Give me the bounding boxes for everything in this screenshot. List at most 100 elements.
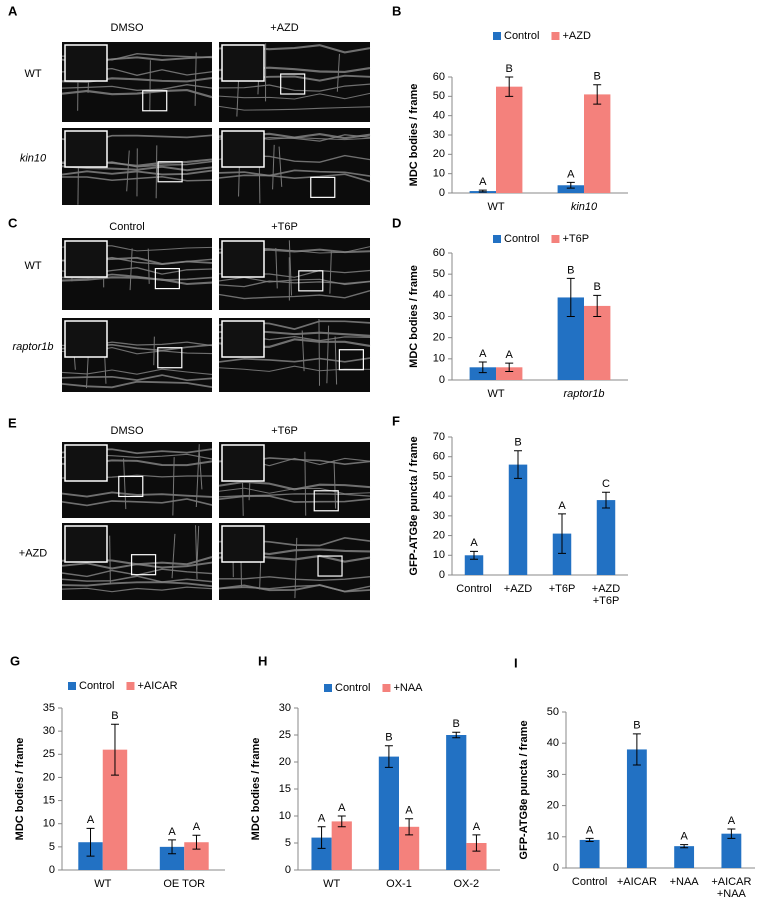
y-tick-label: 20 [433,332,445,344]
cell-wall [218,290,371,300]
cell-wall [147,248,150,284]
y-tick-label: 20 [279,756,291,768]
significance-letter: A [470,537,478,549]
significance-letter: A [680,831,688,843]
legend-label: +T6P [562,233,589,245]
micrograph [218,128,371,205]
significance-letter: B [506,63,513,75]
x-tick-label: kin10 [571,201,598,213]
x-tick-label: +AICAR [617,876,657,888]
panel-letter: E [8,415,17,430]
micrograph [61,42,213,122]
y-tick-label: 20 [433,148,445,160]
cell-wall [218,480,371,491]
micrograph [61,238,213,310]
error-bar [337,815,346,828]
significance-letter: A [405,805,413,817]
y-axis-title: MDC bodies / frame [250,738,262,841]
x-tick-label: Control [572,876,607,888]
panel-letter: D [392,215,401,230]
panel-letter: H [258,653,267,668]
zoom-box [298,270,324,292]
cell-wall [61,89,213,99]
significance-letter: A [473,821,481,833]
y-tick-label: 25 [279,729,291,741]
y-tick-label: 70 [433,431,445,443]
panel-letter: C [8,215,18,230]
significance-letter: A [479,176,487,188]
cell-wall [301,330,305,372]
error-bar [110,723,119,776]
cell-wall [195,525,198,580]
x-tick-label: OE TOR [163,878,205,890]
cell-wall [326,325,330,384]
inset-box [221,44,265,82]
y-tick-label: 30 [433,310,445,322]
y-tick-label: 5 [285,837,291,849]
cell-wall [172,457,175,516]
cell-wall [272,144,275,190]
cell-wall [218,105,371,111]
cell-wall [304,451,307,516]
legend-swatch [68,682,76,690]
legend-label: +NAA [393,682,423,694]
bar [399,826,420,870]
y-tick-label: 25 [43,748,55,760]
micrograph [61,128,213,205]
cell-wall [129,248,133,291]
cell-wall [61,276,213,286]
y-tick-label: 10 [547,831,559,843]
cell-wall [218,173,371,183]
bar [596,500,616,575]
zoom-box [157,347,183,369]
x-tick-label: +AZD [504,583,532,595]
y-axis-title: GFP-ATG8e puncta / frame [518,720,530,859]
bar [496,86,523,193]
column-label: +T6P [271,221,298,233]
column-label: +T6P [271,425,298,437]
zoom-box [338,349,364,371]
cell-wall [318,318,321,386]
cell-wall [171,533,176,579]
y-tick-label: 10 [279,810,291,822]
column-label: DMSO [111,425,144,437]
y-tick-label: 50 [433,90,445,102]
inset-box [221,525,265,563]
error-bar [593,84,602,105]
cell-wall [219,576,371,581]
y-tick-label: 40 [433,490,445,502]
x-tick-label: WT [94,878,111,890]
cell-wall [218,493,371,498]
cell-wall [278,146,283,187]
cell-wall [275,248,278,289]
error-bar [585,837,594,842]
cell-wall [218,280,371,288]
zoom-box [280,73,306,95]
legend-swatch [126,682,135,690]
significance-letter: B [111,710,118,722]
y-tick-label: 50 [433,268,445,280]
y-tick-label: 10 [433,353,445,365]
error-bar [86,827,95,857]
significance-letter: B [514,437,521,449]
micrograph [61,442,213,518]
y-tick-label: 30 [433,129,445,141]
bar [331,821,352,870]
inset-box [64,320,108,358]
error-bar [192,834,201,850]
cell-wall [109,535,111,585]
row-label: +AZD [19,547,47,559]
bar [466,843,487,870]
y-tick-label: 15 [279,783,291,795]
significance-letter: B [633,720,640,732]
x-tick-label: OX-1 [386,878,412,890]
legend-label: Control [504,30,539,42]
y-tick-label: 30 [433,510,445,522]
y-tick-label: 10 [433,549,445,561]
error-bar [168,839,177,855]
significance-letter: A [193,821,201,833]
legend-swatch [493,32,501,40]
bar [674,846,695,868]
x-tick-label: +NAA [717,888,747,900]
inset-box [221,240,265,278]
